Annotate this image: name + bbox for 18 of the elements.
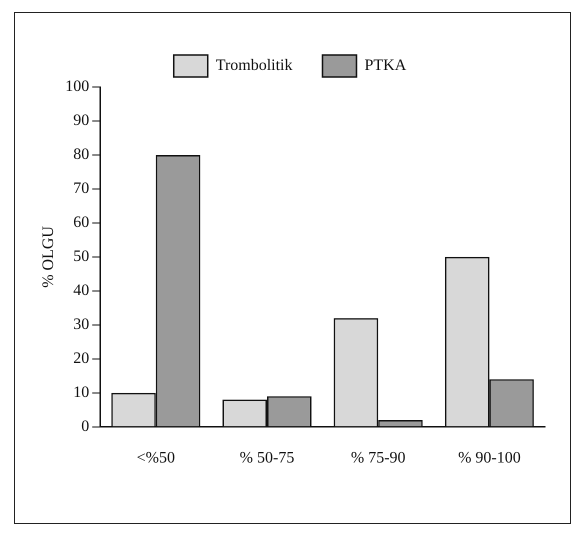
legend-label: Trombolitik bbox=[216, 57, 292, 74]
y-tick-label: 40 bbox=[73, 282, 90, 300]
x-tick-label: % 75-90 bbox=[350, 450, 406, 467]
x-tick-label: <%50 bbox=[136, 450, 175, 467]
y-tick-label: 60 bbox=[73, 214, 90, 232]
y-tick-label: 0 bbox=[81, 418, 90, 436]
y-tick-label: 100 bbox=[65, 78, 90, 96]
x-tick-label: % 90-100 bbox=[458, 450, 521, 467]
y-tick-label: 20 bbox=[73, 350, 90, 368]
y-tick-label: 90 bbox=[73, 112, 90, 130]
y-tick-label: 70 bbox=[73, 180, 90, 198]
legend-label: PTKA bbox=[364, 57, 407, 74]
y-tick-label: 50 bbox=[73, 248, 90, 266]
x-tick-label: % 50-75 bbox=[240, 450, 294, 467]
y-axis-title: % OLGU bbox=[40, 226, 57, 288]
y-tick-label: 80 bbox=[73, 146, 90, 164]
y-tick-label: 10 bbox=[73, 384, 90, 402]
y-tick-label: 30 bbox=[73, 316, 90, 334]
